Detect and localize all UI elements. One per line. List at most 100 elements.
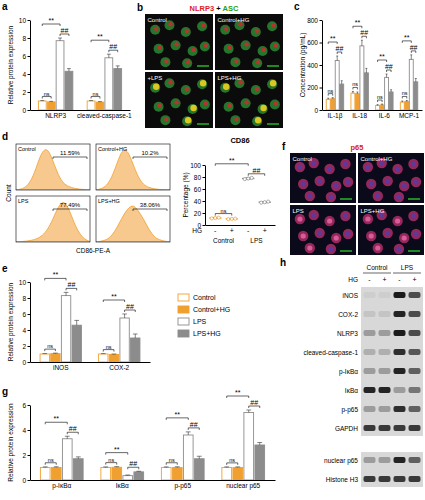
cell-core [375,245,380,250]
y-tick: 6 [22,402,30,409]
cell-core [224,26,228,30]
sig-label: ## [129,460,137,467]
sig-label: ** [379,53,385,60]
sig-bracket [166,463,177,465]
western-blot: ControlLPSHG-+-+iNOSCOX-2NLRP3cleaved-ca… [303,264,423,487]
cell-core [255,87,259,91]
cell [164,78,174,88]
band [379,330,391,336]
row-label: p-p65 [341,406,358,414]
y-tick-label: 8 [22,295,26,302]
cell [270,99,280,109]
plot-name: Control+HG [98,146,127,152]
cell [295,162,305,172]
tile-label: LPS+HG [361,208,385,214]
cell [197,79,207,89]
error-bar [246,410,251,413]
x-row-title: HG [192,227,202,234]
bar [331,99,335,110]
sig-bracket [91,97,100,99]
y-tick-label: 2 [22,89,26,96]
plot-area [16,150,90,190]
panel-label: d [2,131,8,142]
y-axis-title: Percentage (%) [182,172,190,217]
cell-core [168,22,172,26]
sig-bracket [353,26,362,28]
sig-label: ## [410,44,418,51]
cell [326,244,336,254]
error-bar [410,55,412,60]
error-bar [415,79,417,82]
y-tick-mark [28,298,31,299]
bar [131,338,140,362]
group-label: Control [367,264,389,271]
y-tick: 0 [22,359,30,366]
cell [160,57,170,67]
cell-core [345,231,350,236]
cell-core [186,60,190,64]
y-axis: 0246 [22,402,30,484]
band [394,425,406,431]
error-bar [390,90,392,92]
sig-label: ## [385,63,393,70]
bar [414,82,418,110]
sig-bracket [337,52,341,54]
image-panel: p65ControlControl+HGLPSLPS+HG [290,143,424,255]
error-bar [58,38,62,41]
y-axis-title: Relative protein expression [7,403,15,482]
bar [51,354,60,362]
x-tick-label: cleaved-caspase-1 [77,112,132,120]
cell [399,233,409,243]
error-bar [164,466,169,468]
y-tick-label: 600 [307,39,318,46]
sig-label: ns [108,457,114,463]
cell [408,211,418,221]
cell-core [201,23,205,27]
cell [197,21,207,31]
y-tick-mark [320,110,323,111]
cell [181,85,191,95]
y-tick-mark [320,65,323,66]
legend-label: Control [193,294,216,301]
cell [171,40,181,50]
cell-core [413,231,418,236]
cell-core [365,164,370,169]
y-tick-label: 100 [190,162,201,169]
micrograph [358,205,424,255]
cell-core [154,26,158,30]
cell [251,85,261,95]
sig-bracket [328,42,337,44]
y-tick: 0 [314,107,322,114]
y-tick-label: 800 [307,17,318,24]
group-label: LPS [401,264,414,271]
cell [267,21,277,31]
band [409,425,421,431]
bar [120,318,129,362]
legend-label: LPS+HG [193,330,221,337]
plot-name: LPS+HG [98,198,120,204]
cell-core [223,83,229,89]
x-tick-label: NLRP3 [45,112,66,119]
band [409,311,421,317]
y-tick-mark [320,43,323,44]
cell-core [385,230,390,235]
y-axis-line [30,21,31,111]
error-bar [114,466,119,468]
x-tick-label: COX-2 [109,364,129,371]
sig-label: ** [330,35,336,42]
cell-core [402,183,407,188]
bar [340,84,344,110]
bar [72,325,81,362]
band [409,292,421,298]
y-axis-title: Relative protein expression [7,282,15,361]
gate [133,209,167,211]
cell [181,27,191,37]
sig-label: ns [47,343,53,349]
chart-title: CD86 [230,136,249,145]
cell-core [174,100,178,104]
y-tick-mark [203,177,206,178]
sig-label: ## [67,281,75,288]
x-axis-title: CD86-PE-A [76,247,111,254]
error-bar [116,66,120,69]
sig-label: ## [69,425,77,432]
